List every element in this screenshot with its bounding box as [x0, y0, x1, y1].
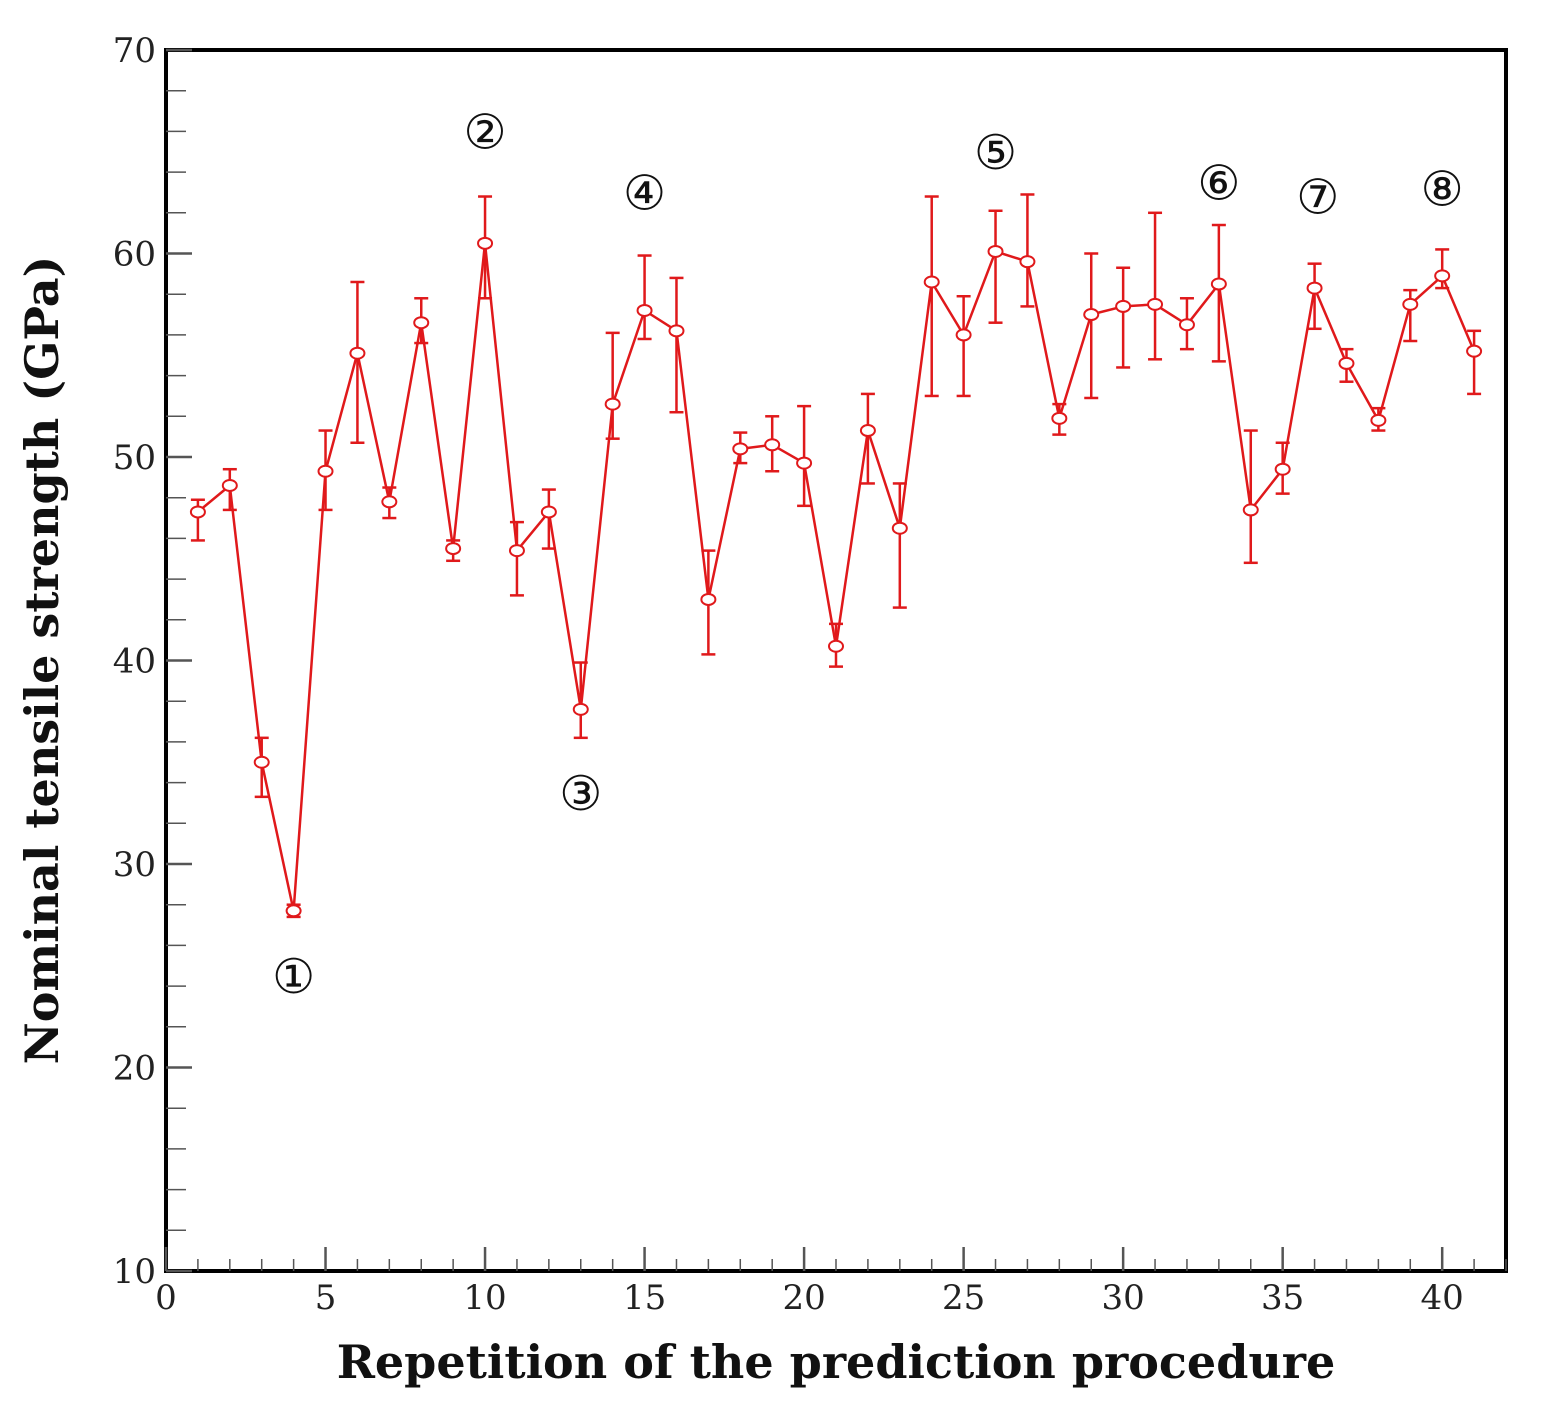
- data-point: [668, 324, 685, 338]
- data-point: [1051, 411, 1068, 425]
- annotation-label: ⑧: [1421, 161, 1464, 217]
- y-tick-label: 50: [113, 438, 156, 478]
- x-tick-label: 5: [315, 1278, 337, 1318]
- data-point: [1274, 462, 1291, 476]
- data-point: [891, 521, 908, 535]
- data-point: [572, 702, 589, 716]
- error-bar: [1116, 266, 1131, 369]
- data-point: [221, 478, 238, 492]
- data-point: [1306, 281, 1323, 295]
- data-point: [1019, 255, 1036, 269]
- annotation-label: ⑥: [1197, 155, 1240, 211]
- data-point: [381, 495, 398, 509]
- y-tick-label: 30: [113, 845, 156, 885]
- error-bar: [669, 276, 684, 414]
- error-bar: [1467, 329, 1482, 396]
- data-point: [1434, 269, 1451, 283]
- data-point: [732, 442, 749, 456]
- error-bar: [988, 209, 1003, 324]
- data-point: [1402, 297, 1419, 311]
- x-tick-label: 35: [1261, 1278, 1304, 1318]
- error-bar: [350, 280, 365, 445]
- y-tick-label: 60: [113, 235, 156, 275]
- annotation-label: ②: [464, 104, 507, 160]
- annotation-layer: ① ② ③ ④ ⑤ ⑥ ⑦ ⑧: [272, 104, 1464, 1005]
- data-point: [540, 505, 557, 519]
- x-tick-label: 20: [782, 1278, 825, 1318]
- data-point: [349, 346, 366, 360]
- data-point: [413, 316, 430, 330]
- error-bar: [509, 520, 524, 597]
- data-point: [317, 464, 334, 478]
- data-point: [1147, 297, 1164, 311]
- error-bar: [605, 331, 620, 440]
- x-tick-label: 25: [942, 1278, 985, 1318]
- data-point: [1115, 299, 1132, 313]
- data-point: [1083, 308, 1100, 322]
- data-point: [285, 904, 302, 918]
- annotation-label: ③: [559, 766, 602, 822]
- y-tick-label: 20: [113, 1049, 156, 1089]
- data-point: [1466, 344, 1483, 358]
- data-point: [1338, 356, 1355, 370]
- error-bar: [956, 294, 971, 398]
- x-tick-label: 10: [463, 1278, 506, 1318]
- error-bar: [1148, 211, 1163, 361]
- data-point: [1242, 503, 1259, 517]
- error-bar: [1020, 193, 1035, 308]
- error-bar: [1084, 252, 1099, 400]
- y-axis-title: Nominal tensile strength (GPa): [15, 256, 69, 1065]
- y-tick-label: 40: [113, 642, 156, 682]
- error-bar: [892, 482, 907, 609]
- data-point: [955, 328, 972, 342]
- error-bar: [637, 254, 652, 341]
- data-point: [859, 424, 876, 438]
- data-point: [477, 236, 494, 250]
- y-axis-ticks: 10 20 30 40 50 60 70: [113, 31, 192, 1292]
- data-point: [189, 505, 206, 519]
- x-tick-label: 40: [1421, 1278, 1464, 1318]
- data-point: [1178, 318, 1195, 332]
- series-line: [197, 242, 1476, 913]
- series-layer: [189, 193, 1483, 919]
- data-point: [508, 544, 525, 558]
- data-point: [828, 639, 844, 653]
- data-point: [764, 438, 781, 452]
- data-point: [636, 303, 653, 317]
- x-tick-label: 0: [155, 1278, 177, 1318]
- y-tick-label: 70: [113, 31, 156, 71]
- x-axis-ticks: 0 5 10 15 20 25 30 35 40: [155, 1247, 1507, 1318]
- data-point: [923, 275, 940, 289]
- data-point: [1210, 277, 1227, 291]
- data-point: [253, 755, 270, 769]
- x-axis-title: Repetition of the prediction procedure: [337, 1335, 1336, 1389]
- annotation-label: ⑤: [974, 125, 1017, 181]
- error-bar: [924, 195, 939, 398]
- x-tick-label: 15: [623, 1278, 666, 1318]
- error-bar: [1403, 288, 1418, 343]
- data-point: [1370, 413, 1387, 427]
- data-point: [604, 397, 621, 411]
- annotation-label: ①: [272, 949, 315, 1005]
- annotation-label: ⑦: [1296, 170, 1339, 226]
- data-point: [700, 592, 717, 606]
- error-bar: [797, 404, 812, 508]
- error-bar: [1307, 262, 1322, 331]
- error-bar: [1243, 429, 1258, 565]
- data-point: [987, 244, 1004, 258]
- data-point: [796, 456, 813, 470]
- error-bar: [1211, 223, 1226, 363]
- data-point: [445, 542, 462, 556]
- y-tick-label: 10: [113, 1252, 156, 1292]
- annotation-label: ④: [623, 165, 666, 221]
- x-tick-label: 30: [1102, 1278, 1145, 1318]
